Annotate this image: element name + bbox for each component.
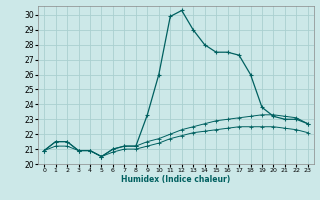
X-axis label: Humidex (Indice chaleur): Humidex (Indice chaleur) [121,175,231,184]
